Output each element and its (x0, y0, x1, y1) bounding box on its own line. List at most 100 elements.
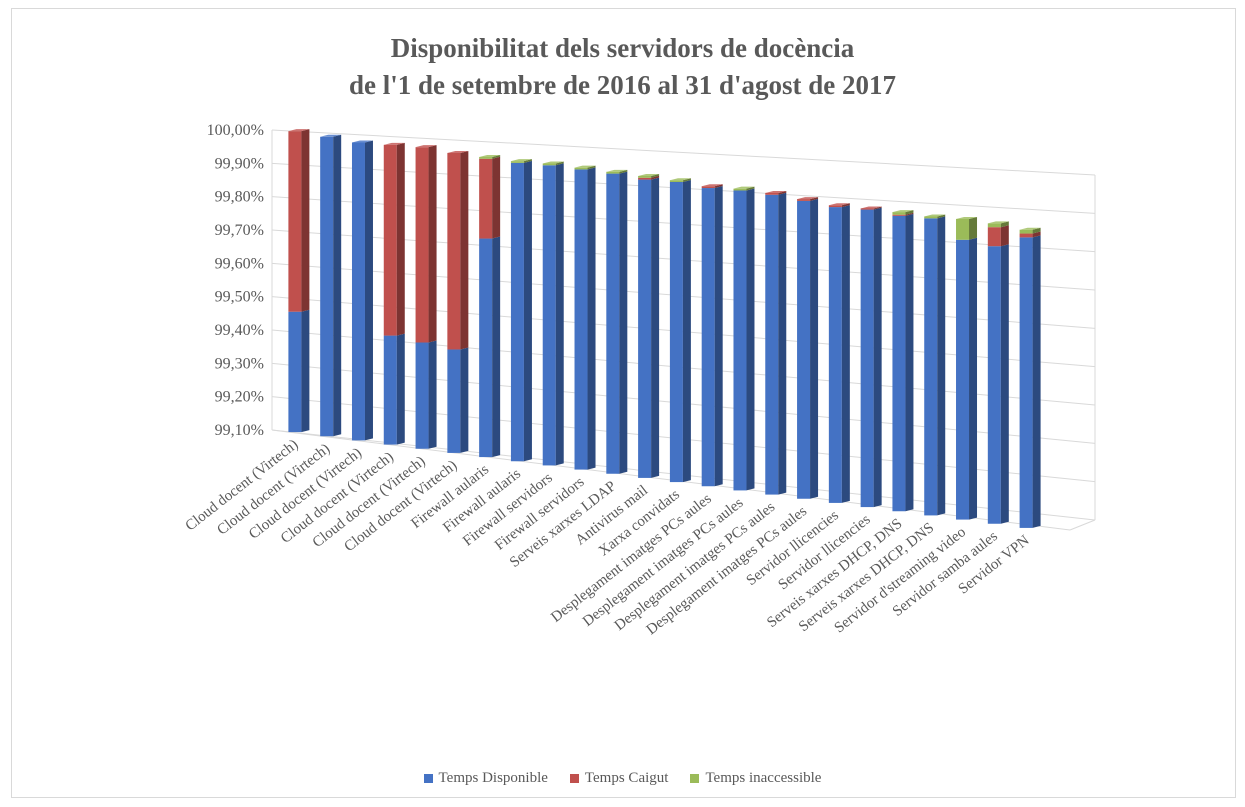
bar-stack (924, 214, 946, 516)
legend-item-temps-inaccessible: Temps inaccessible (690, 770, 821, 787)
y-tick-label: 99,50% (215, 289, 264, 306)
bar-segment (924, 218, 938, 516)
bar-stack (320, 134, 342, 437)
bar-top (415, 145, 437, 148)
bar-segment-side (682, 178, 691, 183)
bar-stack (987, 221, 1009, 524)
bar-segment-side (1032, 235, 1041, 528)
bar-segment (956, 218, 970, 240)
bar-stack (669, 178, 691, 483)
bar-top (765, 190, 787, 193)
bar-segment-side (937, 216, 946, 516)
bar-segment-side (460, 347, 469, 453)
bar-segment-side (1000, 225, 1009, 247)
bar-stack (797, 197, 819, 499)
bar-segment-side (969, 237, 978, 520)
legend-label: Temps inaccessible (705, 770, 822, 786)
y-tick-label: 99,80% (215, 189, 264, 206)
bar-segment-side (396, 333, 405, 445)
bar-segment (669, 180, 683, 183)
bar-segment (797, 199, 811, 201)
bar-segment (733, 190, 747, 491)
bar-segment (479, 158, 493, 239)
bar-stack (510, 159, 532, 462)
chart-title-line-1: Disponibilitat dels servidors de docènci… (390, 33, 855, 63)
bar-segment (956, 239, 970, 520)
bar-segment-side (873, 207, 882, 508)
bars (288, 129, 1041, 528)
bar-segment-side (301, 129, 310, 312)
bar-stack (415, 145, 437, 449)
bar-segment-side (428, 145, 437, 343)
bar-top (351, 140, 373, 143)
bar-segment (574, 167, 588, 170)
bar-segment-side (841, 203, 850, 208)
bar-segment-side (619, 169, 628, 174)
bar-segment-side (905, 213, 914, 512)
bar-segment (510, 162, 524, 462)
y-tick-label: 99,60% (215, 255, 264, 272)
bar-segment (1019, 229, 1033, 234)
bar-top (860, 206, 882, 209)
bar-stack (701, 184, 723, 487)
bar-top (892, 210, 914, 213)
bar-segment (828, 207, 842, 503)
bar-top (828, 203, 850, 206)
bar-segment-side (778, 192, 787, 495)
bar-stack (574, 165, 596, 470)
y-tick-label: 100,00% (207, 122, 264, 139)
y-tick-label: 99,90% (215, 155, 264, 172)
bar-segment-side (937, 214, 946, 219)
bar-segment-side (651, 177, 660, 478)
y-tick-label: 99,10% (215, 422, 264, 439)
bar-segment (860, 209, 874, 508)
bar-segment (351, 142, 365, 441)
bar-segment (638, 177, 652, 180)
bar-segment-side (396, 142, 405, 336)
bar-segment (987, 227, 1001, 247)
bar-segment-side (492, 236, 501, 458)
bar-top (447, 150, 469, 153)
bar-segment (797, 200, 811, 499)
bar-segment-side (1000, 244, 1009, 524)
bar-top (669, 178, 691, 181)
bar-segment (383, 144, 397, 336)
bar-segment-side (619, 171, 628, 474)
bar-segment (860, 208, 874, 210)
bar-segment-side (523, 160, 532, 462)
y-tick-label: 99,30% (215, 355, 264, 372)
bar-top (956, 216, 978, 219)
bar-stack (638, 174, 660, 478)
bar-segment-side (301, 309, 310, 433)
bar-segment-side (333, 134, 342, 437)
legend: Temps Disponible Temps Caigut Temps inac… (0, 770, 1245, 787)
bar-top (320, 134, 342, 137)
bar-segment-side (651, 174, 660, 178)
bar-top (383, 142, 405, 145)
bar-segment (510, 161, 524, 163)
bar-segment (415, 342, 429, 449)
floor-right-edge (1069, 519, 1096, 531)
bar-segment (987, 223, 1001, 228)
bar-segment-side (492, 155, 501, 159)
bar-segment (447, 349, 461, 453)
bar-stack (733, 186, 755, 491)
bar-top (510, 159, 532, 162)
bar-stack (479, 155, 501, 458)
bar-stack (956, 216, 978, 520)
bar-segment (892, 212, 906, 215)
bar-segment-side (778, 190, 787, 195)
bar-segment (542, 165, 556, 466)
bar-segment-side (905, 210, 914, 215)
bar-segment-side (810, 198, 819, 499)
bar-top (288, 129, 310, 132)
bar-top (701, 184, 723, 187)
legend-swatch (690, 774, 700, 783)
bar-stack (606, 169, 628, 474)
bar-segment-side (428, 340, 437, 449)
gridline (271, 129, 1096, 176)
y-tick-label: 99,20% (215, 389, 264, 406)
bar-top (606, 169, 628, 172)
bar-segment (383, 335, 397, 445)
bar-segment-side (587, 165, 596, 170)
